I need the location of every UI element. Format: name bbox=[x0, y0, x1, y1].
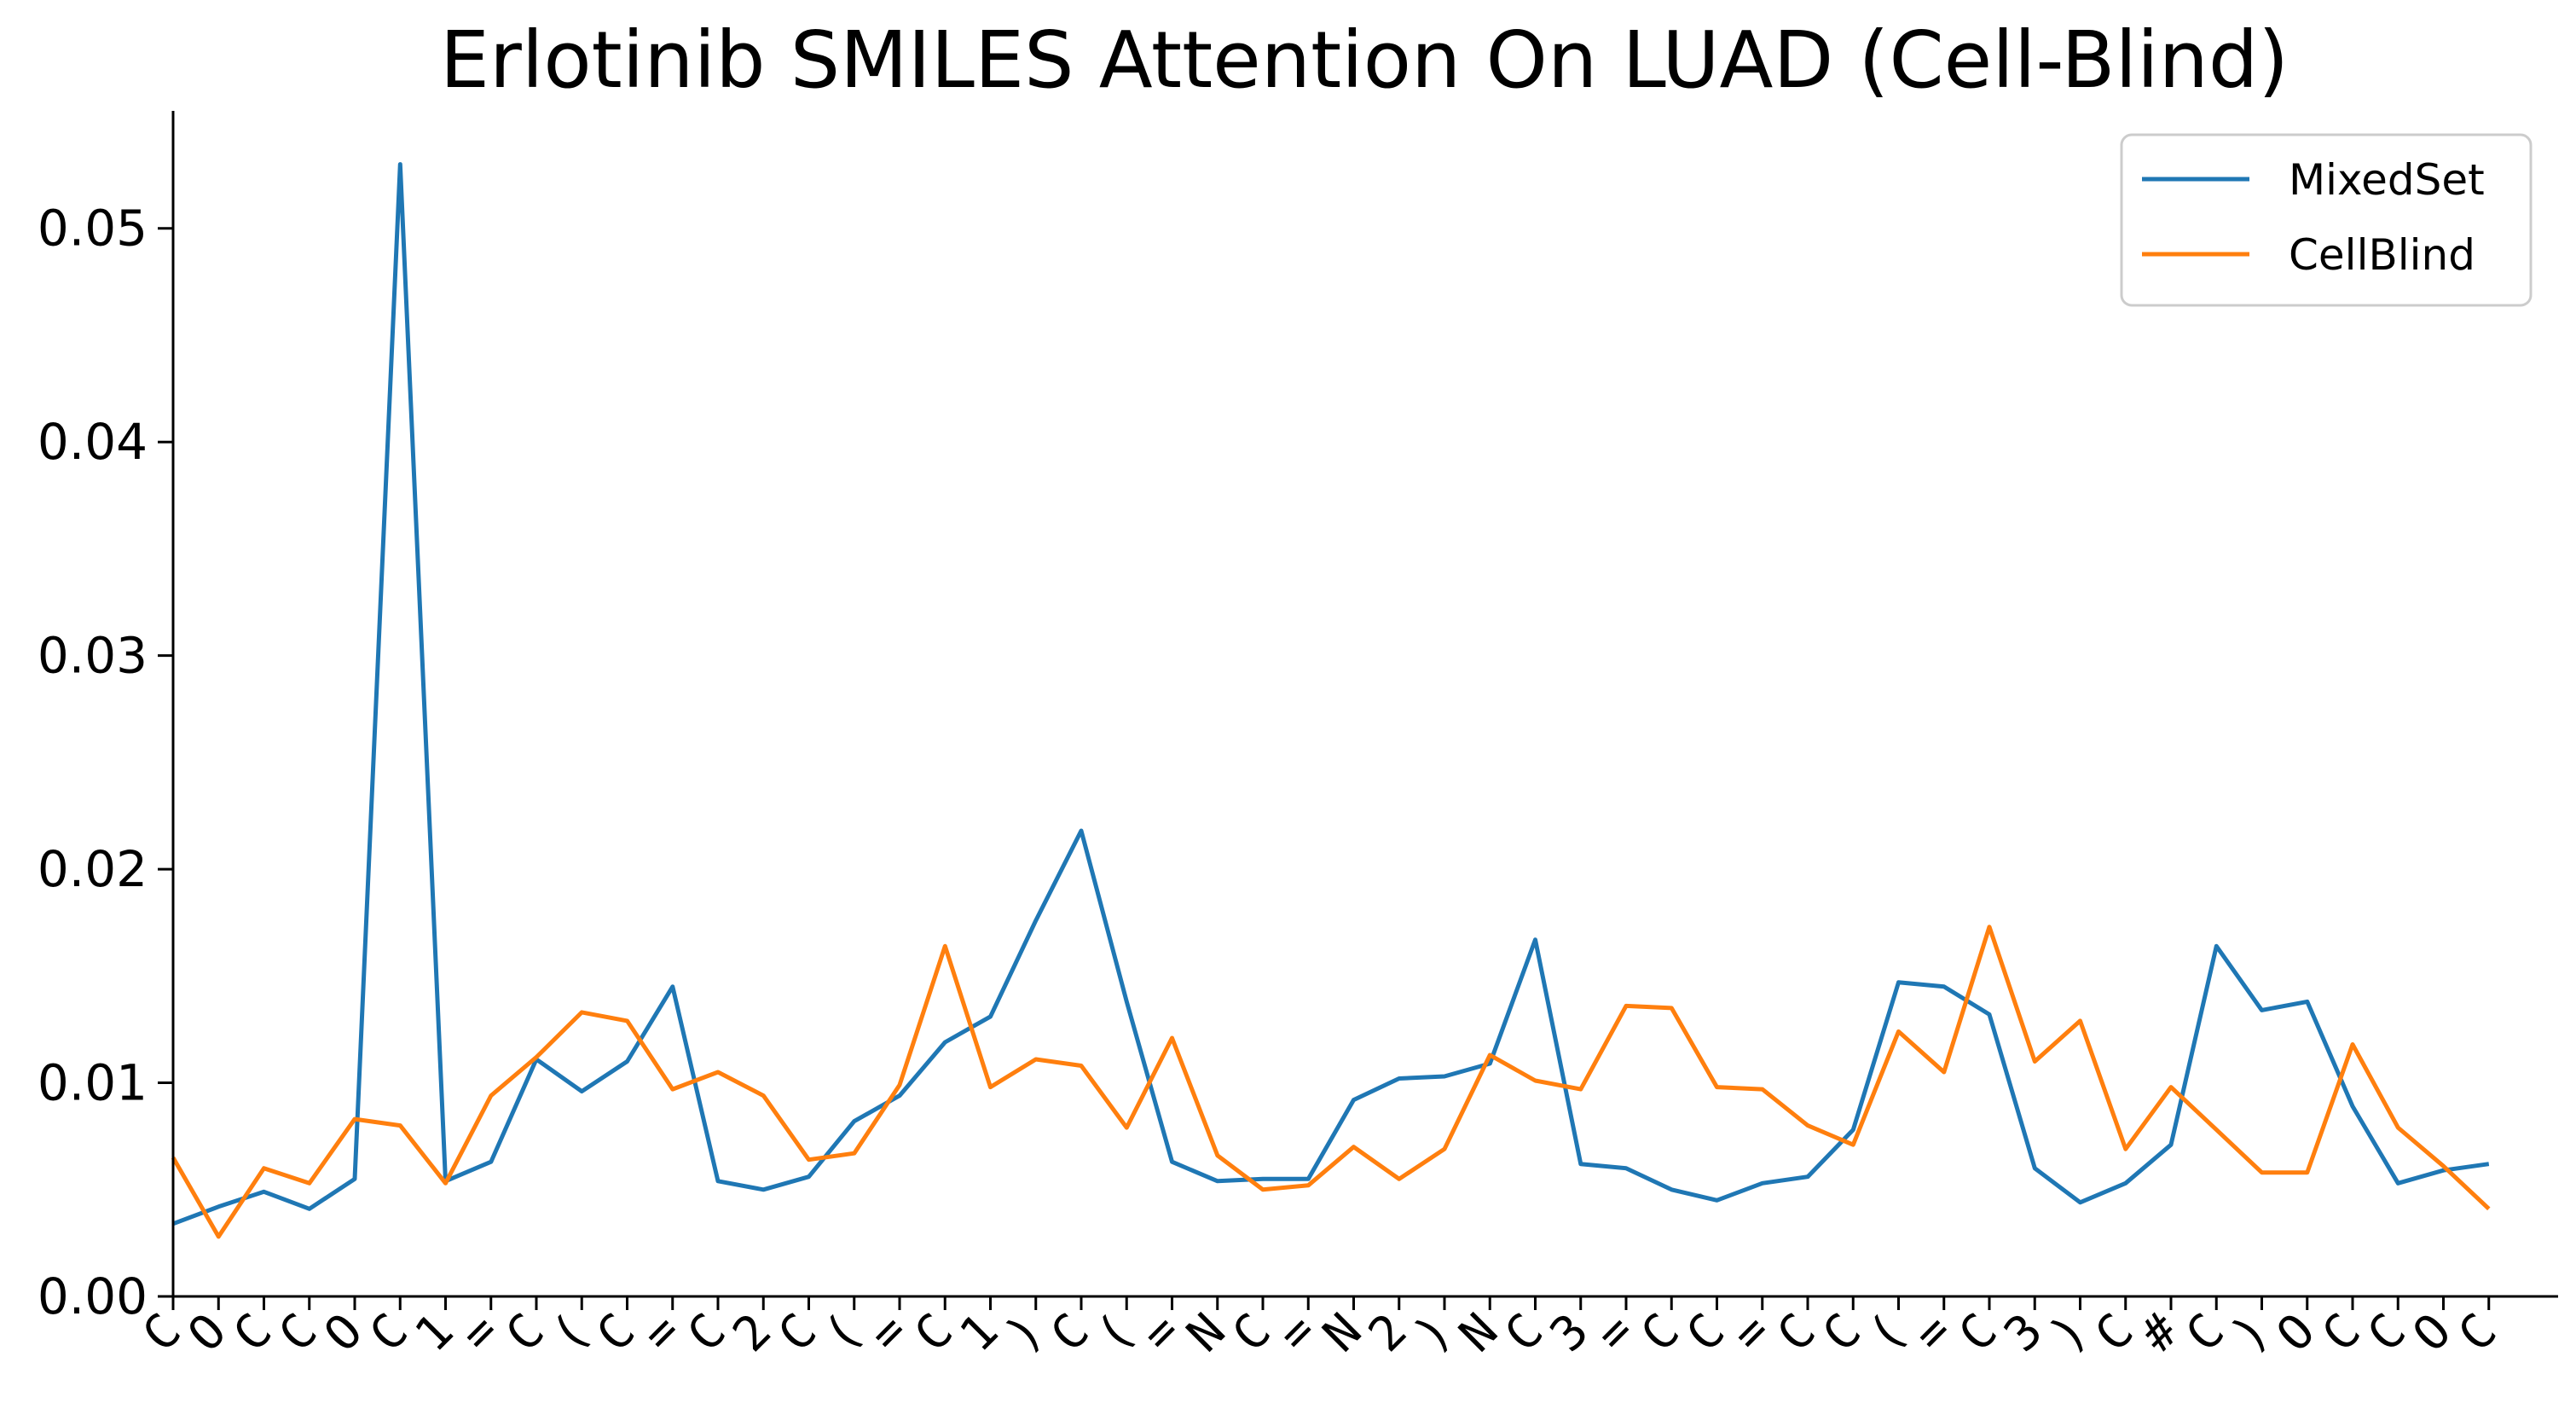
x-tick-label: = bbox=[1903, 1303, 1963, 1363]
x-tick-label: C bbox=[1812, 1303, 1872, 1363]
x-tick-label: C bbox=[1630, 1303, 1690, 1363]
x-tick-label: 3 bbox=[1994, 1303, 2053, 1363]
legend: MixedSet CellBlind bbox=[2120, 133, 2533, 307]
x-tick-label: C bbox=[1040, 1303, 1100, 1363]
chart-title: Erlotinib SMILES Attention On LUAD (Cell… bbox=[440, 14, 2289, 106]
y-tick-label: 0.01 bbox=[38, 1054, 148, 1112]
x-tick-label: O bbox=[2266, 1303, 2326, 1363]
x-tick-label: C bbox=[1767, 1303, 1826, 1363]
x-tick-label: C bbox=[904, 1303, 964, 1363]
x-tick-label: = bbox=[450, 1303, 510, 1363]
x-tick-label: C bbox=[2175, 1303, 2235, 1363]
x-tick-label: C bbox=[768, 1303, 828, 1363]
x-tick-label: C bbox=[359, 1303, 419, 1363]
x-tick-label: ) bbox=[1404, 1303, 1463, 1363]
x-tick-label: ( bbox=[1858, 1303, 1918, 1363]
series-lines bbox=[171, 162, 2491, 1239]
x-tick-label: ) bbox=[2040, 1303, 2099, 1363]
x-tick-label: N bbox=[1313, 1303, 1373, 1363]
x-tick-label: O bbox=[177, 1303, 237, 1363]
x-tick-label: = bbox=[1132, 1303, 1191, 1363]
x-tick-label: = bbox=[859, 1303, 918, 1363]
x-tick-label: C bbox=[2085, 1303, 2145, 1363]
x-tick-label: = bbox=[632, 1303, 692, 1363]
x-tick-label: 1 bbox=[950, 1303, 1010, 1363]
x-axis-ticks: COCCOC1=C(C=C2C(=C1)C(=NC=N2)NC3=CC=CC(=… bbox=[132, 1296, 2508, 1363]
x-tick-label: C bbox=[495, 1303, 555, 1363]
x-tick-label: N bbox=[1449, 1303, 1508, 1363]
y-tick-label: 0.00 bbox=[38, 1267, 148, 1325]
x-tick-label: C bbox=[2312, 1303, 2371, 1363]
x-tick-label: # bbox=[2130, 1303, 2190, 1363]
x-tick-label: 1 bbox=[405, 1303, 465, 1363]
x-tick-label: = bbox=[1267, 1303, 1327, 1363]
x-tick-label: C bbox=[2448, 1303, 2508, 1363]
y-tick-label: 0.04 bbox=[38, 413, 148, 471]
x-tick-label: C bbox=[1676, 1303, 1736, 1363]
x-tick-label: 2 bbox=[722, 1303, 782, 1363]
x-tick-label: 2 bbox=[1358, 1303, 1418, 1363]
x-tick-label: C bbox=[1948, 1303, 2008, 1363]
x-tick-label: ) bbox=[2221, 1303, 2281, 1363]
x-tick-label: = bbox=[1585, 1303, 1645, 1363]
y-tick-label: 0.05 bbox=[38, 200, 148, 258]
x-tick-label: 3 bbox=[1540, 1303, 1600, 1363]
series-line-cellblind bbox=[171, 925, 2491, 1239]
x-tick-label: C bbox=[1222, 1303, 1282, 1363]
y-axis-ticks: 0.00 0.01 0.02 0.03 0.04 0.05 bbox=[38, 200, 173, 1325]
x-tick-label: C bbox=[677, 1303, 737, 1363]
legend-label-cellblind: CellBlind bbox=[2289, 230, 2475, 280]
x-tick-label: N bbox=[1177, 1303, 1236, 1363]
x-tick-label: ( bbox=[1085, 1303, 1145, 1363]
x-tick-label: ) bbox=[995, 1303, 1055, 1363]
y-tick-label: 0.02 bbox=[38, 840, 148, 898]
x-tick-label: O bbox=[2403, 1303, 2463, 1363]
y-tick-label: 0.03 bbox=[38, 627, 148, 685]
x-tick-label: ( bbox=[541, 1303, 600, 1363]
x-tick-label: O bbox=[314, 1303, 373, 1363]
x-tick-label: C bbox=[1495, 1303, 1554, 1363]
x-tick-label: C bbox=[587, 1303, 646, 1363]
series-line-mixedset bbox=[172, 162, 2490, 1226]
x-tick-label: ( bbox=[813, 1303, 873, 1363]
x-tick-label: C bbox=[2357, 1303, 2417, 1363]
x-tick-label: C bbox=[223, 1303, 283, 1363]
legend-label-mixedset: MixedSet bbox=[2289, 155, 2485, 205]
x-tick-label: = bbox=[1722, 1303, 1781, 1363]
x-tick-label: C bbox=[269, 1303, 328, 1363]
